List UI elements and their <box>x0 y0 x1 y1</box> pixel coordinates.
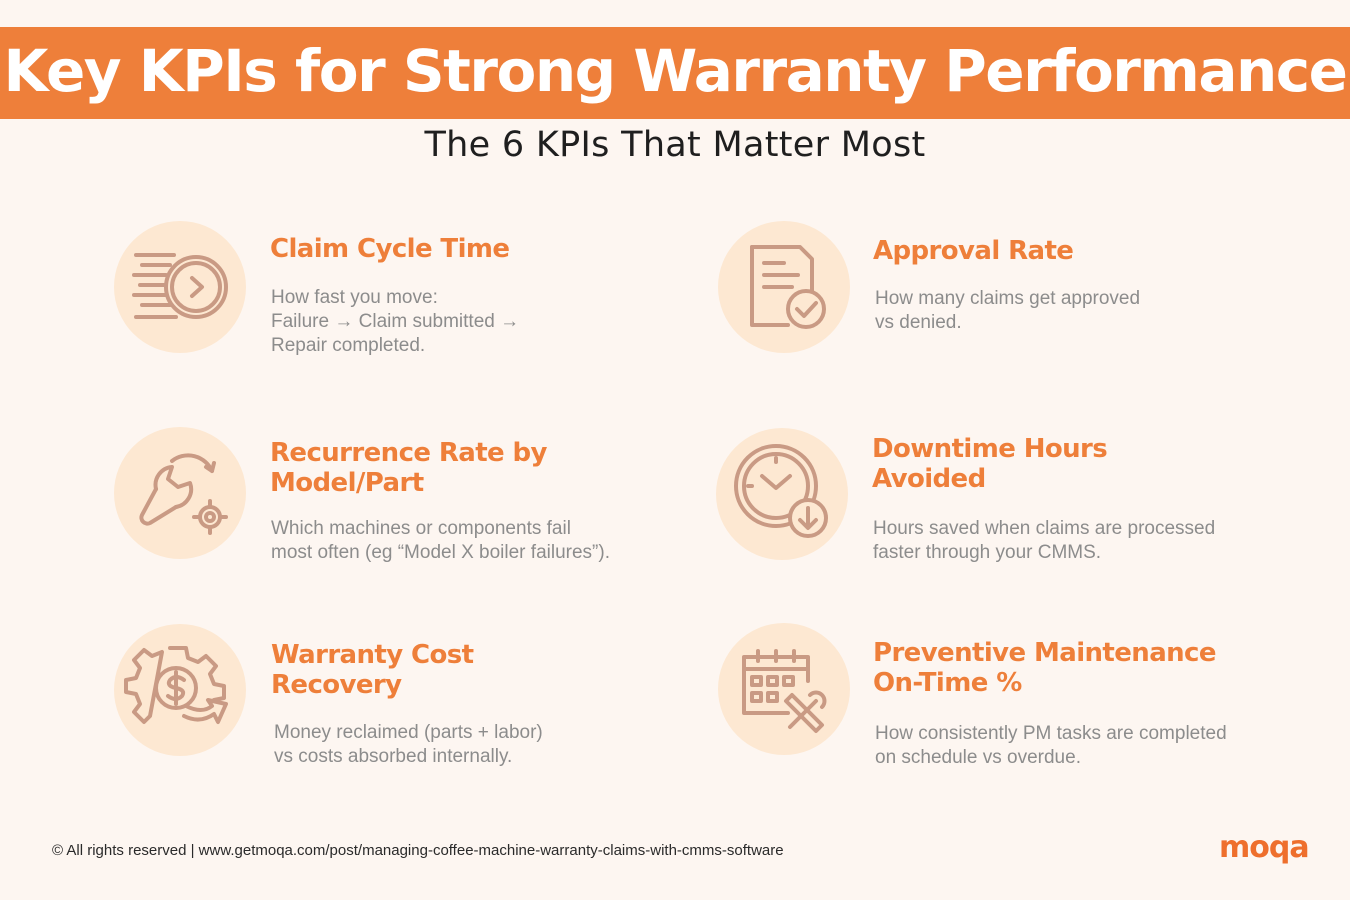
page-subtitle: The 6 KPIs That Matter Most <box>424 125 926 165</box>
gear-dollar-icon <box>124 646 228 724</box>
kpi-title-preventive-maintenance: Preventive Maintenance On-Time % <box>873 638 1217 698</box>
document-check-icon <box>750 245 826 329</box>
kpi-title-recurrence-rate: Recurrence Rate by Model/Part <box>270 438 548 498</box>
kpi-title-claim-cycle-time: Claim Cycle Time <box>270 234 510 264</box>
kpi-desc-warranty-cost: Money reclaimed (parts + labor) vs costs… <box>274 722 543 767</box>
kpi-title-downtime-hours: Downtime Hours Avoided <box>872 434 1108 494</box>
kpi-desc-approval-rate: How many claims get approved vs denied. <box>875 288 1141 333</box>
preventive-maintenance-icon-circle <box>718 623 850 755</box>
kpi-desc-recurrence-rate: Which machines or components fail most o… <box>271 518 610 563</box>
kpi-desc-preventive-maintenance: How consistently PM tasks are completed … <box>875 723 1227 768</box>
fast-clock-icon <box>132 253 228 319</box>
kpi-desc-claim-cycle-time: How fast you move: Failure → Claim submi… <box>271 287 520 356</box>
calendar-tools-icon <box>742 649 827 733</box>
clock-download-icon <box>734 444 828 538</box>
moqa-logo: moqa <box>1219 830 1310 865</box>
kpi-desc-downtime-hours: Hours saved when claims are processed fa… <box>873 518 1216 563</box>
approval-rate-icon-circle <box>718 221 850 353</box>
downtime-hours-icon-circle <box>716 428 848 560</box>
title-banner: Key KPIs for Strong Warranty Performance <box>0 27 1350 119</box>
kpi-title-approval-rate: Approval Rate <box>873 236 1074 266</box>
kpi-title-warranty-cost: Warranty Cost Recovery <box>271 640 474 700</box>
warranty-cost-icon-circle <box>114 624 246 756</box>
recurrence-rate-icon-circle <box>114 427 246 559</box>
footer-copyright: © All rights reserved | www.getmoqa.com/… <box>52 842 784 859</box>
claim-cycle-time-icon-circle <box>114 221 246 353</box>
wrench-gear-icon <box>139 453 228 535</box>
page-title: Key KPIs for Strong Warranty Performance <box>3 37 1348 105</box>
